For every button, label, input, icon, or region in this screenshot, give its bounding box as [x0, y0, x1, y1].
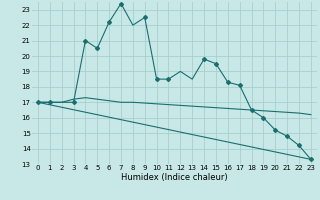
- X-axis label: Humidex (Indice chaleur): Humidex (Indice chaleur): [121, 173, 228, 182]
